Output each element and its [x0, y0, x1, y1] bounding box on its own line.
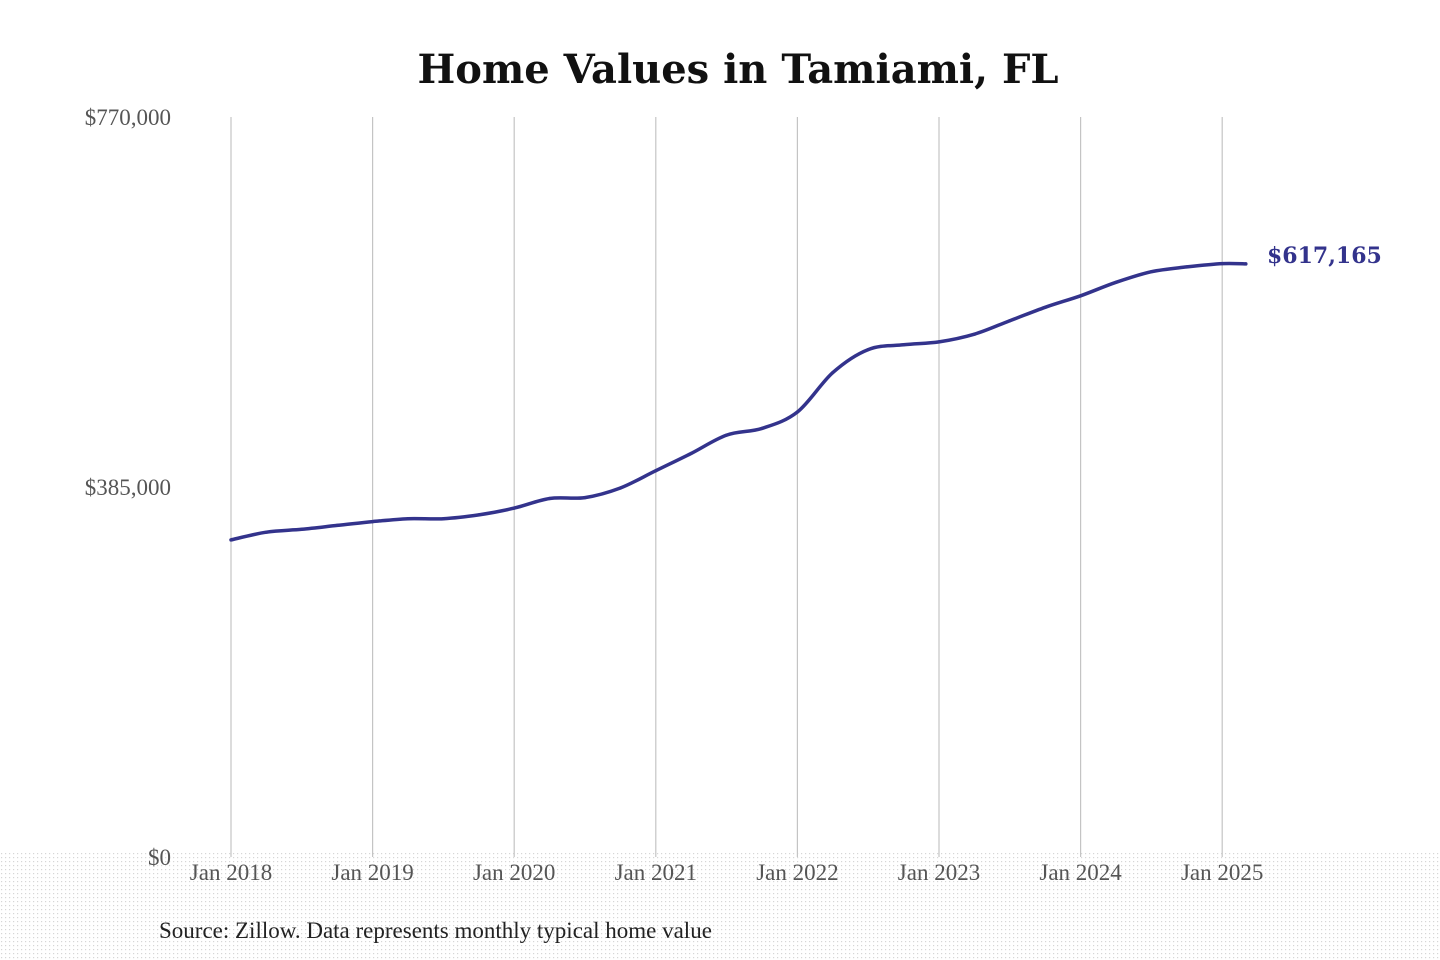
data-point: [335, 523, 339, 528]
data-point: [264, 530, 268, 534]
series-layer: [229, 261, 1248, 542]
data-point: [548, 496, 552, 501]
data-point: [1079, 294, 1083, 298]
annotation-layer: $617,165: [1267, 243, 1382, 269]
x-tick-label: Jan 2025: [1181, 860, 1263, 885]
vertical-gridlines: [230, 117, 1223, 857]
footer-dotted-background: [0, 852, 1440, 960]
data-point: [795, 410, 800, 414]
data-point: [583, 496, 587, 500]
x-tick-label: Jan 2021: [615, 860, 697, 885]
data-point: [300, 527, 304, 531]
data-point: [937, 340, 941, 344]
x-tick-label: Jan 2020: [473, 860, 555, 885]
data-point: [902, 343, 906, 347]
data-point: [1244, 262, 1248, 266]
data-point: [477, 513, 481, 517]
x-axis-labels: Jan 2018 Jan 2019 Jan 2020 Jan 2021 Jan 2022…: [190, 860, 1264, 885]
data-point: [512, 506, 516, 510]
data-point: [1114, 280, 1118, 284]
series-line: [229, 261, 1248, 542]
data-point: [760, 426, 764, 430]
x-tick-label: Jan 2018: [190, 860, 272, 885]
data-point: [1008, 319, 1012, 323]
source-note: Source: Zillow. Data represents monthly …: [159, 918, 712, 943]
data-point: [441, 517, 445, 521]
data-point: [229, 538, 233, 542]
data-point: [371, 520, 375, 524]
data-point: [866, 348, 870, 352]
data-point: [1185, 265, 1189, 269]
data-point: [831, 371, 835, 375]
data-point: [725, 433, 729, 437]
data-point: [654, 469, 658, 473]
x-tick-label: Jan 2023: [898, 860, 980, 885]
x-tick-label: Jan 2019: [331, 860, 413, 885]
data-point: [972, 332, 977, 336]
data-point: [1043, 305, 1047, 309]
end-value-label: $617,165: [1267, 243, 1382, 269]
x-tick-label: Jan 2022: [756, 860, 838, 885]
y-tick-label: $0: [148, 845, 171, 870]
x-tick-label: Jan 2024: [1039, 860, 1122, 885]
data-point: [406, 517, 410, 521]
chart-title: Home Values in Tamiami, FL: [417, 46, 1058, 93]
data-point: [1149, 270, 1153, 274]
y-tick-label: $770,000: [85, 105, 171, 130]
y-axis-labels: $770,000 $385,000 $0: [85, 105, 171, 870]
data-point: [618, 486, 623, 490]
data-point: [1220, 262, 1224, 266]
data-point: [689, 451, 693, 455]
y-tick-label: $385,000: [85, 475, 171, 500]
